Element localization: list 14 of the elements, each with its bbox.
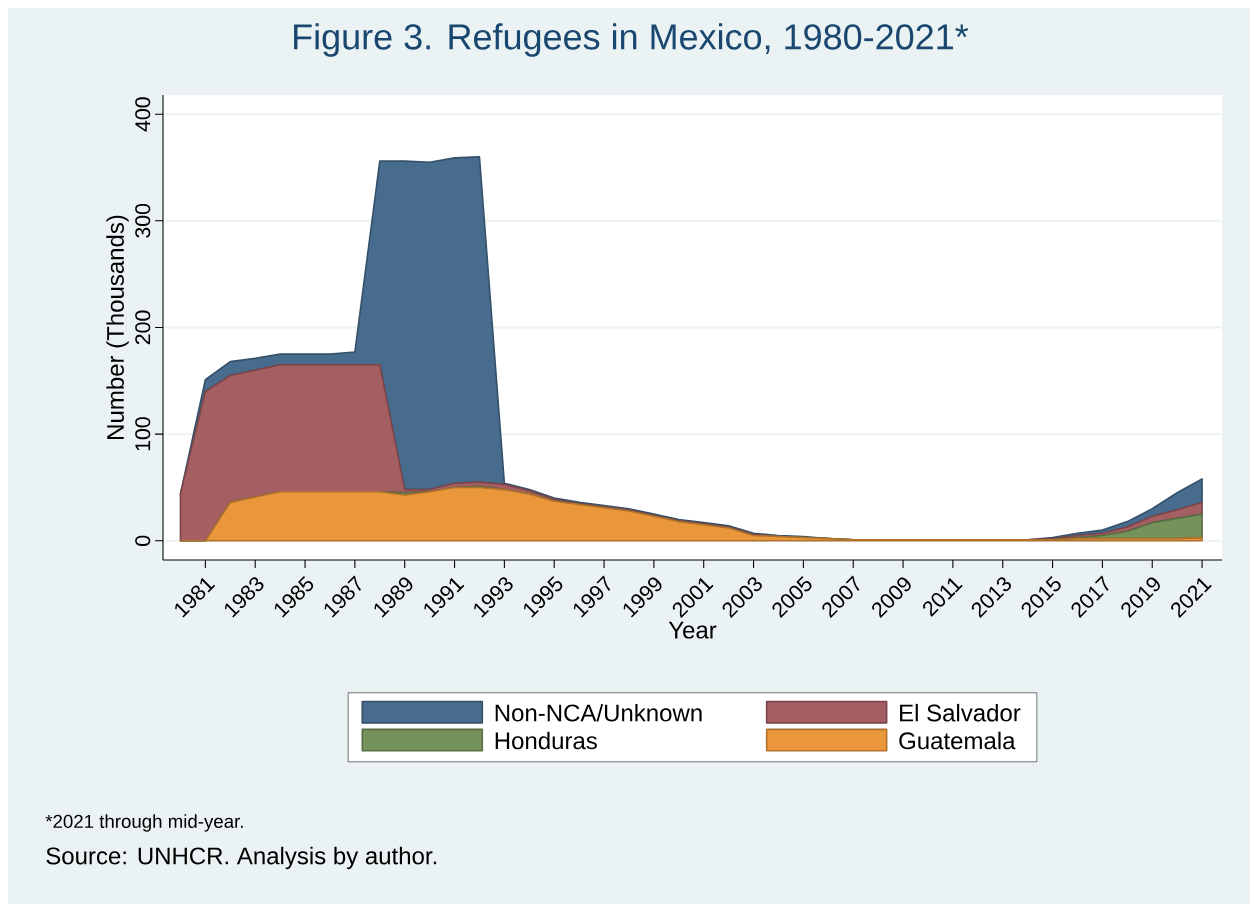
legend-label: Non-NCA/Unknown <box>495 703 702 722</box>
y-tick-label: 100 <box>135 417 151 451</box>
legend-label: Guatemala <box>899 731 1016 750</box>
y-tick-label: 400 <box>135 97 151 132</box>
text: *2021 through mid-year. <box>45 814 243 832</box>
y-tick-label: 300 <box>135 203 151 238</box>
chart-title: Figure 3. Refugees in Mexico, 1980-2021* <box>294 23 969 57</box>
y-axis-title: Number (Thousands) <box>106 215 129 439</box>
legend-label: El Salvador <box>900 703 1021 722</box>
y-tick-label: 200 <box>135 310 151 345</box>
x-axis-title: Year <box>668 621 717 639</box>
source-note: Source: UNHCR. Analysis by author. <box>46 846 437 870</box>
legend-label: Honduras <box>495 731 597 750</box>
y-tick-label: 0 <box>135 535 151 546</box>
